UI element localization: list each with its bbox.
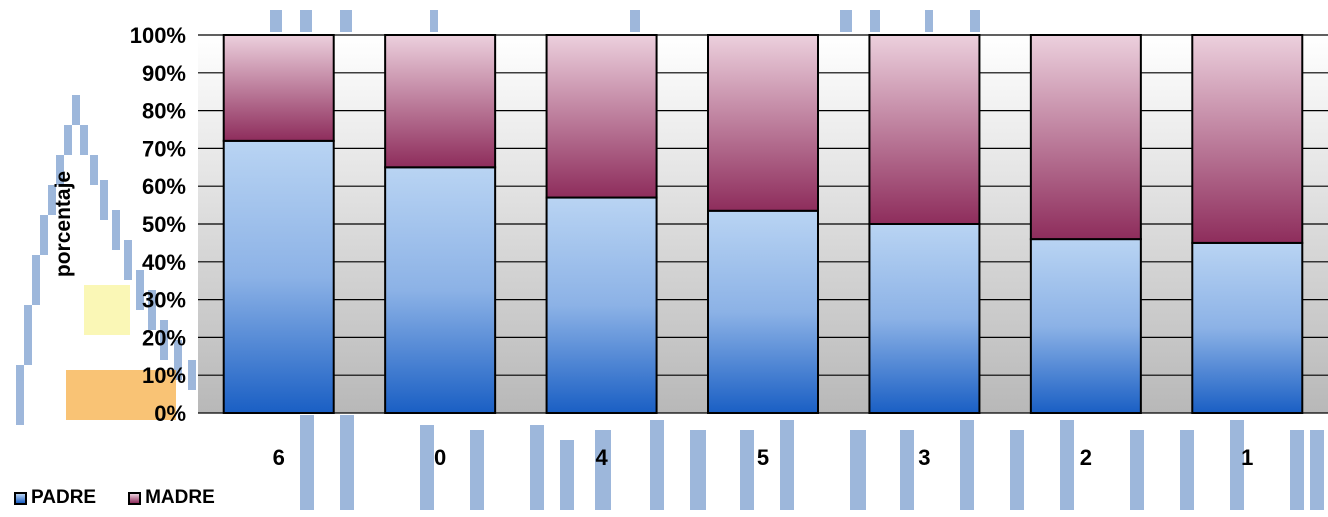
legend-label-padre: PADRE [31,487,97,508]
x-tick-label: 1 [1241,445,1253,470]
bar-madre-0 [384,34,497,169]
bar-padre-0 [384,166,497,414]
legend-swatch-madre [128,491,142,505]
y-tick-labels: 0% 10% 20% 30% 40% 50% 60% 70% 80% 90% 100% [130,23,186,426]
bar-padre-2 [1029,238,1142,414]
x-tick-label: 5 [757,445,769,470]
bar-padre-6 [222,139,335,414]
y-tick-label: 40% [142,250,186,275]
x-tick-label: 6 [273,445,285,470]
bar-madre-2 [1029,34,1142,241]
bar-padre-5 [707,209,819,414]
y-tick-label: 50% [142,212,186,237]
y-tick-label: 70% [142,136,186,161]
y-tick-label: 30% [142,288,186,313]
bar-madre-6 [222,34,335,142]
legend-item-madre: MADRE [128,487,215,509]
y-tick-label: 90% [142,61,186,86]
x-tick-label: 2 [1080,445,1092,470]
y-tick-label: 60% [142,174,186,199]
legend-item-padre: PADRE [14,487,96,509]
x-tick-label: 0 [434,445,446,470]
bar-padre-3 [868,223,981,414]
legend: PADRE MADRE [14,486,215,510]
legend-label-madre: MADRE [145,487,215,508]
legend-swatch-padre [14,491,27,505]
x-tick-label: 3 [918,445,930,470]
x-tick-label: 4 [595,445,608,470]
bar-madre-4 [545,34,658,199]
bar-madre-5 [707,34,819,212]
y-tick-label: 100% [130,23,186,48]
y-tick-label: 20% [142,325,186,350]
y-tick-label: 80% [142,99,186,124]
bar-madre-3 [868,34,981,225]
x-tick-labels: 6 0 4 5 3 2 1 [273,445,1254,470]
y-tick-label: 0% [154,401,186,426]
bar-padre-4 [545,196,658,414]
bar-padre-1 [1191,241,1304,414]
bars [222,34,1304,414]
bar-madre-1 [1191,34,1304,244]
y-axis-title: porcentaje [52,171,75,277]
y-tick-label: 10% [142,363,186,388]
